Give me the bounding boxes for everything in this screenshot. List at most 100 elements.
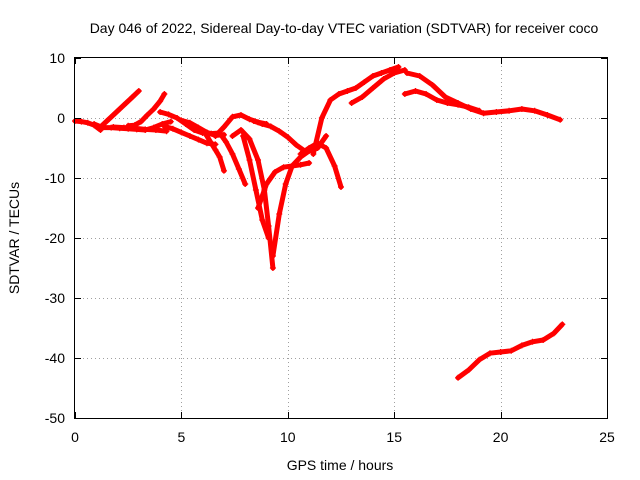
data-point bbox=[465, 367, 472, 373]
data-point bbox=[129, 94, 136, 100]
data-point bbox=[378, 70, 385, 76]
x-tick-label: 5 bbox=[178, 429, 186, 445]
series-arc-22 bbox=[455, 321, 566, 381]
series-arc-19 bbox=[348, 67, 408, 106]
y-tick-label: -50 bbox=[45, 410, 65, 426]
data-point bbox=[455, 374, 462, 381]
data-point bbox=[267, 123, 274, 130]
data-point bbox=[174, 115, 181, 121]
data-point bbox=[195, 124, 202, 131]
data-point bbox=[412, 88, 419, 94]
data-point bbox=[250, 118, 257, 124]
data-point bbox=[550, 330, 557, 337]
data-point bbox=[433, 97, 440, 103]
data-point bbox=[352, 85, 359, 91]
series-arc-05 bbox=[110, 124, 170, 135]
x-tick-label: 20 bbox=[493, 429, 509, 445]
series-trace bbox=[217, 130, 248, 187]
data-point bbox=[240, 133, 247, 139]
y-axis-label: SDTVAR / TECUs bbox=[6, 182, 22, 294]
series-trace bbox=[204, 133, 227, 174]
data-point bbox=[361, 79, 368, 85]
plot-frame bbox=[74, 57, 608, 419]
grid-layer bbox=[75, 58, 607, 418]
y-tick-label: -10 bbox=[45, 170, 65, 186]
data-point bbox=[161, 91, 168, 97]
data-point bbox=[282, 181, 289, 187]
data-point bbox=[348, 100, 355, 106]
data-point bbox=[293, 142, 300, 148]
data-point bbox=[331, 163, 338, 169]
data-point bbox=[229, 113, 236, 120]
data-point bbox=[229, 133, 236, 139]
data-point bbox=[497, 349, 504, 355]
data-point bbox=[401, 91, 408, 97]
data-point bbox=[344, 88, 351, 94]
x-tick-label: 10 bbox=[280, 429, 296, 445]
data-point bbox=[429, 82, 436, 88]
data-point bbox=[306, 145, 313, 151]
data-point bbox=[403, 70, 410, 76]
data-point bbox=[467, 106, 474, 112]
data-point bbox=[252, 187, 259, 193]
data-point bbox=[386, 67, 393, 73]
data-point bbox=[272, 169, 279, 175]
series-arc-14 bbox=[250, 118, 308, 154]
tick-layer: 0 5 10 15 20 25 10 0 -10 -20 -30 -40 -50 bbox=[45, 50, 615, 445]
data-point bbox=[369, 85, 376, 91]
data-point bbox=[123, 100, 130, 106]
x-tick-label: 0 bbox=[71, 429, 79, 445]
series-trace bbox=[298, 140, 344, 190]
data-point bbox=[557, 116, 564, 123]
data-point bbox=[276, 211, 283, 217]
data-point bbox=[220, 124, 227, 130]
data-point bbox=[165, 111, 172, 118]
data-point bbox=[246, 157, 253, 163]
y-tick-label: -30 bbox=[45, 290, 65, 306]
data-point bbox=[518, 106, 525, 112]
data-point bbox=[380, 76, 387, 82]
series-arc-18 bbox=[310, 64, 402, 157]
data-point bbox=[144, 112, 151, 118]
data-point bbox=[455, 100, 462, 106]
data-point bbox=[237, 112, 244, 118]
data-point bbox=[544, 112, 551, 118]
data-point bbox=[212, 133, 219, 139]
data-point bbox=[135, 88, 142, 94]
data-point bbox=[276, 128, 283, 135]
series-trace bbox=[230, 127, 276, 271]
series-trace bbox=[251, 118, 308, 154]
data-point bbox=[208, 140, 215, 147]
data-point bbox=[518, 342, 525, 349]
data-point bbox=[269, 253, 276, 259]
data-point bbox=[486, 350, 493, 357]
series-arc-15 bbox=[255, 160, 313, 211]
data-point bbox=[506, 107, 513, 114]
data-point bbox=[203, 133, 210, 139]
data-point bbox=[306, 160, 313, 166]
data-point bbox=[178, 117, 185, 124]
data-point bbox=[280, 164, 287, 171]
data-point bbox=[157, 109, 164, 115]
series-arc-02 bbox=[97, 88, 142, 130]
data-point bbox=[416, 73, 423, 79]
data-point bbox=[442, 94, 449, 100]
data-point bbox=[423, 91, 430, 97]
data-point bbox=[255, 205, 262, 211]
data-point bbox=[212, 146, 219, 153]
data-point bbox=[116, 106, 123, 112]
data-point bbox=[216, 154, 223, 160]
x-tick-label: 25 bbox=[599, 429, 615, 445]
data-point bbox=[335, 91, 342, 97]
data-point bbox=[391, 70, 398, 76]
series-arc-09 bbox=[203, 133, 227, 174]
data-point bbox=[531, 107, 538, 114]
data-point bbox=[91, 121, 98, 127]
data-point bbox=[310, 151, 317, 157]
y-tick-label: -20 bbox=[45, 230, 65, 246]
y-tick-label: -40 bbox=[45, 350, 65, 366]
data-point bbox=[476, 356, 483, 363]
data-point bbox=[255, 157, 262, 163]
data-point bbox=[157, 98, 164, 105]
